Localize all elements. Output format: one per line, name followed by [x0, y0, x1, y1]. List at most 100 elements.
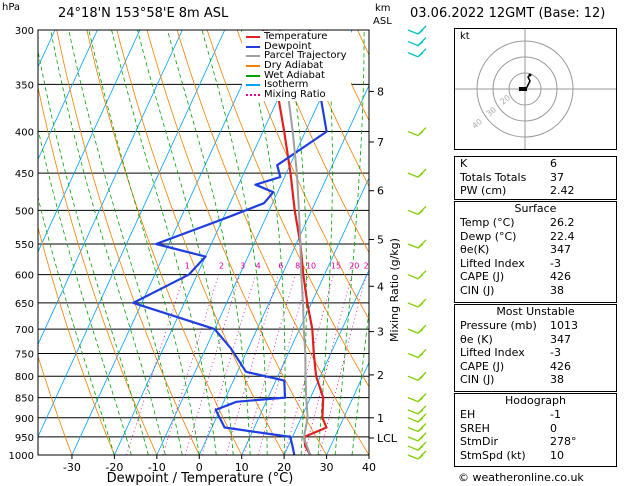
mixing-ratio-line [284, 274, 334, 455]
pressure-tick-label: 500 [15, 206, 34, 217]
hodo-value: 0 [550, 421, 557, 435]
km-tick-label: 1 [377, 412, 384, 425]
index-value: 2.42 [550, 184, 575, 197]
pressure-tick-label: 450 [15, 169, 34, 180]
legend-item: Wet Adiabat [246, 70, 347, 81]
wind-barb [407, 270, 427, 280]
indices-table: K 6 Totals Totals 37 PW (cm) 2.42 [454, 156, 617, 200]
pressure-tick-label: 900 [15, 414, 34, 425]
pressure-tick-label: 600 [15, 271, 34, 282]
hodo-value: 278° [550, 435, 577, 448]
x-tick-label: -10 [148, 461, 166, 474]
dry-adiabat-line [38, 85, 158, 455]
wind-barb [407, 37, 427, 47]
profile-lines [132, 30, 328, 455]
surface-label: Temp (°C) [460, 216, 515, 229]
surface-value: -3 [550, 256, 561, 270]
mixing-ratio-axis-label: Mixing Ratio (g/kg) [388, 238, 401, 342]
wind-barb [407, 432, 427, 442]
isotherm-line [0, 30, 13, 455]
legend-item: Isotherm [246, 80, 347, 90]
dry-adiabat-line [86, 30, 243, 455]
wind-barb [407, 423, 427, 433]
mu-label: CAPE (J) [460, 359, 505, 373]
wind-barb [407, 413, 427, 423]
legend-label: Isotherm [264, 79, 309, 91]
pressure-tick-label: 1000 [9, 451, 34, 462]
mixing-ratio-line [243, 274, 296, 455]
km-tick-label: 5 [377, 233, 384, 246]
mu-label: Pressure (mb) [460, 319, 537, 332]
surface-value: 38 [550, 283, 564, 297]
wind-barb [407, 405, 427, 415]
mu-label: Lifted Index [460, 346, 525, 359]
wind-barb [407, 25, 427, 35]
km-tick-label: 7 [377, 136, 384, 149]
wet-adiabat-line [50, 30, 166, 455]
legend-swatch [246, 55, 260, 58]
wind-barb [407, 127, 427, 137]
legend-item: Mixing Ratio [246, 90, 347, 100]
mu-value: 1013 [550, 319, 578, 332]
wet-adiabat-line [68, 30, 183, 455]
dry-adiabat-line [206, 30, 369, 388]
isotherm-line [283, 269, 369, 455]
mixing-ratio-label: 3 [240, 262, 245, 271]
wet-adiabat-line [351, 307, 369, 455]
isotherm-line [71, 30, 268, 455]
mixing-ratio-label: 4 [256, 262, 261, 271]
surface-value: 22.4 [550, 229, 575, 243]
dry-adiabat-line [176, 30, 369, 455]
mixing-ratio-label: 6 [278, 262, 283, 271]
mu-value: -3 [550, 346, 561, 359]
legend-label: Mixing Ratio [264, 89, 326, 101]
surface-value: 426 [550, 270, 571, 283]
hodo-label: EH [460, 408, 476, 421]
legend-swatch [246, 64, 260, 67]
legend-label: Parcel Trajectory [264, 50, 347, 62]
km-tick-label: 8 [377, 85, 384, 98]
wet-adiabat-line [38, 49, 149, 455]
wind-barbs [407, 25, 427, 460]
wind-barb [407, 450, 427, 460]
wet-adiabat-line [38, 127, 132, 455]
isotherm-line [38, 30, 226, 438]
isotherm-line [156, 30, 353, 455]
wind-barb [407, 393, 427, 403]
x-tick-label: 10 [235, 461, 249, 474]
height-unit-bottom: ASL [373, 16, 392, 27]
isotherm-line [38, 30, 183, 346]
mixing-ratio-label: 20 [349, 262, 359, 271]
hodograph-unit-label: kt [460, 31, 470, 42]
x-tick-label: -30 [63, 461, 81, 474]
pressure-tick-label: 950 [15, 433, 34, 444]
legend-item: Dry Adiabat [246, 61, 347, 71]
surface-label: CIN (J) [460, 283, 495, 297]
hodograph-panel: kt 20 30 40 [454, 28, 617, 150]
legend-label: Dry Adiabat [264, 60, 324, 72]
dry-adiabat-line [38, 354, 73, 455]
legend-swatch [246, 84, 260, 87]
wind-barb [407, 371, 427, 381]
hodograph-table: Hodograph EH -1 SREH 0 StmDir 278° StmSpd (… [454, 393, 617, 467]
index-label: K [460, 157, 468, 170]
hodograph-plot: 20 30 40 [455, 29, 616, 149]
wind-barb [407, 239, 427, 249]
dry-adiabat-line [236, 30, 369, 321]
surface-value: 26.2 [550, 216, 575, 229]
surface-label: θe(K) [460, 243, 490, 256]
pressure-unit-label: hPa [2, 2, 21, 13]
index-value: 37 [550, 170, 564, 184]
x-tick-label: 0 [196, 461, 203, 474]
legend-item: Dewpoint [246, 41, 347, 52]
legend: Temperature Dewpoint Parcel Trajectory Dry … [242, 31, 351, 101]
storm-motion-marker [519, 87, 527, 91]
isotherm-line [198, 84, 369, 455]
wet-adiabat-line [167, 30, 251, 455]
wind-barb [407, 324, 427, 334]
km-tick-label: 4 [377, 280, 384, 293]
hodograph-table-title: Hodograph [505, 394, 566, 407]
mixing-ratio-label: 10 [306, 262, 316, 271]
mu-value: 426 [550, 359, 571, 373]
wind-barb [407, 205, 427, 216]
